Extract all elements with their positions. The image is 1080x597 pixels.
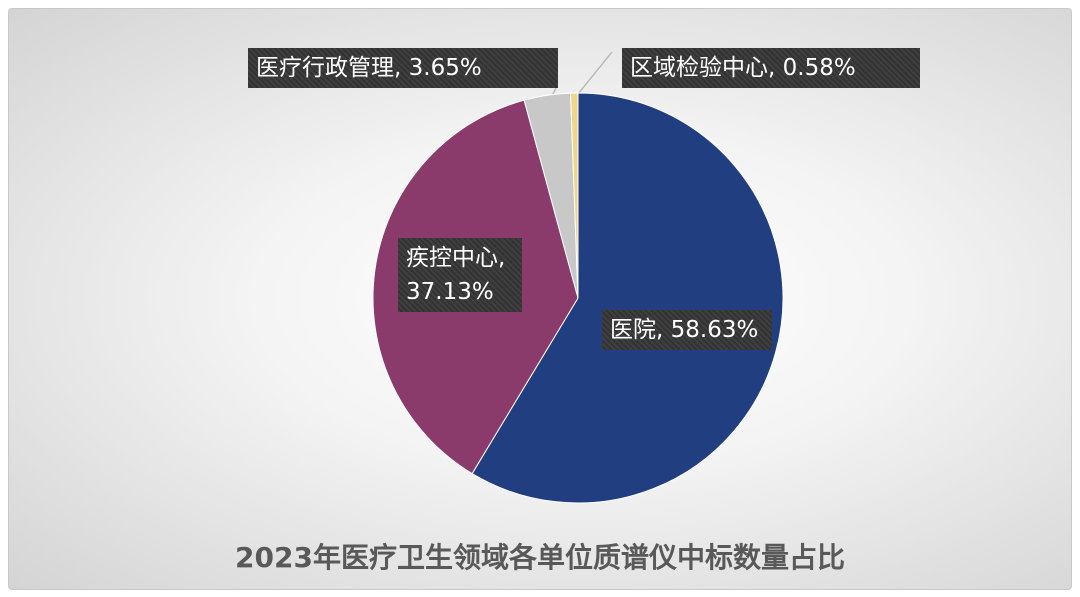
pie-slice xyxy=(471,92,784,504)
leader-line xyxy=(577,51,613,95)
data-label: 疾控中心, 37.13% xyxy=(398,238,522,312)
data-label: 医院, 58.63% xyxy=(602,310,772,350)
chart-title: 2023年医疗卫生领域各单位质谱仪中标数量占比 xyxy=(235,541,845,574)
data-label: 医疗行政管理, 3.65% xyxy=(248,48,558,88)
pie-slice xyxy=(570,92,579,299)
data-label: 区域检验中心, 0.58% xyxy=(622,48,920,88)
